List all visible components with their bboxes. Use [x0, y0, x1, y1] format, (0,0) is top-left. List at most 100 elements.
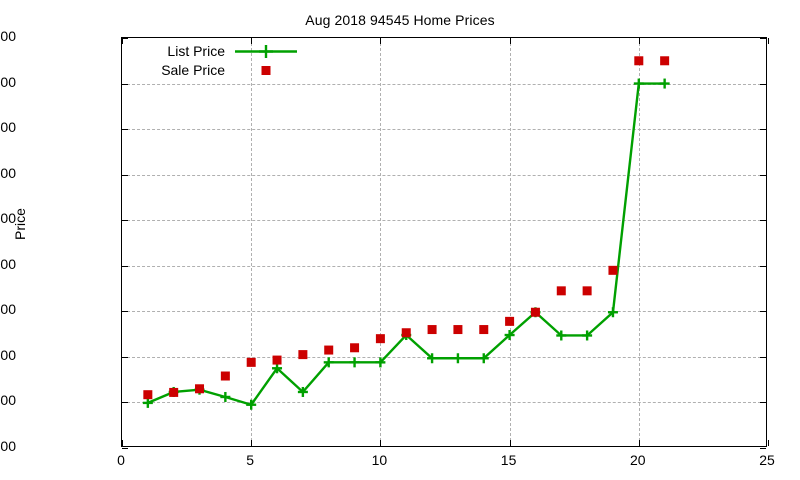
list-price-marker: [582, 330, 593, 341]
x-tick-mark: [251, 38, 253, 44]
y-tick-mark: [760, 129, 766, 131]
list-price-marker: [633, 78, 644, 89]
sale-price-marker: [246, 357, 256, 367]
list-price-marker: [452, 353, 463, 364]
gridline-vertical: [638, 38, 640, 446]
list-price-line: [147, 82, 665, 407]
chart-title: Aug 2018 94545 Home Prices: [305, 12, 495, 28]
y-tick-mark: [760, 311, 766, 313]
sale-price-marker: [143, 390, 153, 400]
x-tick-label: 10: [371, 452, 388, 468]
list-price-marker: [297, 386, 308, 397]
sale-price-marker: [582, 286, 592, 296]
sale-price-marker: [608, 265, 618, 275]
x-tick-mark: [509, 440, 511, 446]
legend-label-sale-price: Sale Price: [161, 62, 225, 78]
x-tick-label: 5: [246, 452, 255, 468]
y-tick-mark: [122, 83, 128, 85]
list-price-marker: [349, 357, 360, 368]
list-price-marker: [659, 78, 670, 89]
gridline-horizontal: [122, 265, 766, 267]
gridline-horizontal: [122, 129, 766, 131]
list-price-marker: [556, 330, 567, 341]
list-price-marker: [272, 363, 283, 374]
y-tick-mark: [122, 356, 128, 358]
y-tick-mark: [122, 220, 128, 222]
gridline-vertical: [251, 38, 253, 446]
y-tick-mark: [122, 448, 128, 449]
y-tick-mark: [122, 402, 128, 404]
gridline-vertical: [509, 38, 511, 446]
gridline-horizontal: [122, 174, 766, 176]
y-tick-mark: [122, 174, 128, 176]
sale-price-marker: [530, 307, 540, 317]
sale-price-marker: [453, 325, 463, 335]
x-tick-label: 25: [759, 452, 775, 468]
y-tick-mark: [760, 38, 766, 39]
y-tick-mark: [760, 402, 766, 404]
y-tick-mark: [122, 311, 128, 313]
y-tick-mark: [760, 265, 766, 267]
data-series-layer: [142, 56, 670, 410]
sale-price-marker: [324, 345, 334, 355]
y-tick-mark: [122, 265, 128, 267]
sale-price-marker: [634, 56, 644, 66]
sale-price-marker: [556, 286, 566, 296]
gridline-horizontal: [122, 402, 766, 404]
x-tick-mark: [509, 38, 511, 44]
list-price-marker: [220, 391, 231, 402]
sale-price-marker: [195, 384, 205, 394]
x-tick-mark: [638, 38, 640, 44]
list-price-marker: [142, 397, 153, 408]
list-price-marker: [375, 357, 386, 368]
list-price-marker: [607, 307, 618, 318]
legend-key-list-price: [233, 42, 299, 61]
gridline-horizontal: [122, 220, 766, 222]
sale-price-marker: [220, 371, 230, 381]
sale-price-marker: [479, 325, 489, 335]
sale-price-marker: [169, 387, 179, 397]
list-price-marker: [323, 357, 334, 368]
gridline-horizontal: [122, 83, 766, 85]
square-sample-icon: [261, 66, 271, 75]
x-tick-label: 15: [500, 452, 517, 468]
x-tick-label: 0: [117, 452, 125, 468]
y-tick-mark: [122, 38, 128, 39]
chart-legend: List Price Sale Price: [139, 42, 299, 80]
x-tick-mark: [380, 38, 382, 44]
sale-price-marker: [298, 350, 308, 360]
sale-price-marker: [401, 328, 411, 338]
list-price-marker: [246, 399, 257, 410]
sale-price-marker: [375, 334, 385, 344]
x-tick-mark: [768, 38, 769, 44]
sale-price-marker: [272, 355, 282, 365]
sale-price-marker: [505, 316, 515, 326]
sale-price-marker: [660, 56, 670, 66]
plot-area: [121, 37, 769, 449]
list-price-marker: [504, 330, 515, 341]
x-tick-mark: [380, 440, 382, 446]
list-price-marker: [478, 353, 489, 364]
x-tick-mark: [768, 440, 769, 446]
gridline-vertical: [380, 38, 382, 446]
legend-label-list-price: List Price: [167, 43, 225, 59]
line-sample-icon: [235, 45, 297, 58]
x-tick-mark: [251, 440, 253, 446]
y-tick-mark: [760, 356, 766, 358]
sale-price-marker: [427, 325, 437, 335]
x-tick-mark: [122, 38, 123, 44]
gridline-horizontal: [122, 311, 766, 313]
y-tick-mark: [760, 174, 766, 176]
y-tick-mark: [760, 220, 766, 222]
list-price-marker: [427, 353, 438, 364]
y-tick-mark: [122, 129, 128, 131]
legend-key-sale-price: [233, 61, 299, 80]
x-tick-mark: [122, 440, 123, 446]
y-tick-mark: [760, 83, 766, 85]
x-tick-label: 20: [630, 452, 646, 468]
x-tick-mark: [638, 440, 640, 446]
legend-item-sale-price: Sale Price: [139, 61, 299, 80]
sale-price-marker: [350, 343, 360, 353]
y-tick-mark: [760, 448, 766, 449]
